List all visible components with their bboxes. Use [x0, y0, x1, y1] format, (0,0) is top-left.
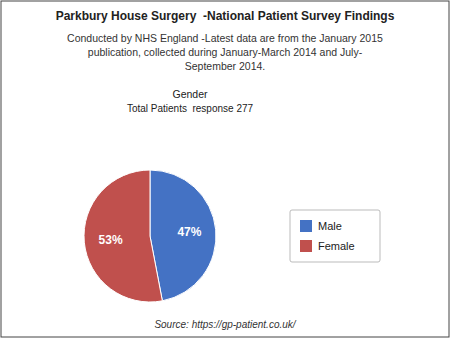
legend-swatch [300, 240, 312, 252]
pie-slice [150, 170, 216, 301]
pie-slice [84, 170, 162, 302]
data-labels: 47% 53% [99, 225, 202, 246]
chart-subtitle: Total Patients response 277 [127, 103, 254, 114]
legend: Male Female [290, 210, 380, 262]
chart: Parkbury House Surgery -National Patient… [0, 0, 450, 338]
chart-subtitle: Gender [172, 88, 208, 100]
legend-label: Female [318, 240, 355, 252]
subtitle: Conducted by NHS England -Latest data ar… [67, 32, 383, 72]
title: Parkbury House Surgery -National Patient… [56, 9, 395, 23]
frame [1, 1, 449, 337]
data-label: 53% [99, 233, 123, 247]
legend-label: Male [318, 220, 342, 232]
pie [84, 170, 216, 302]
data-label: 47% [177, 225, 201, 239]
legend-box [290, 210, 380, 262]
source: Source: https://gp-patient.co.uk/ [154, 319, 296, 330]
legend-swatch [300, 220, 312, 232]
